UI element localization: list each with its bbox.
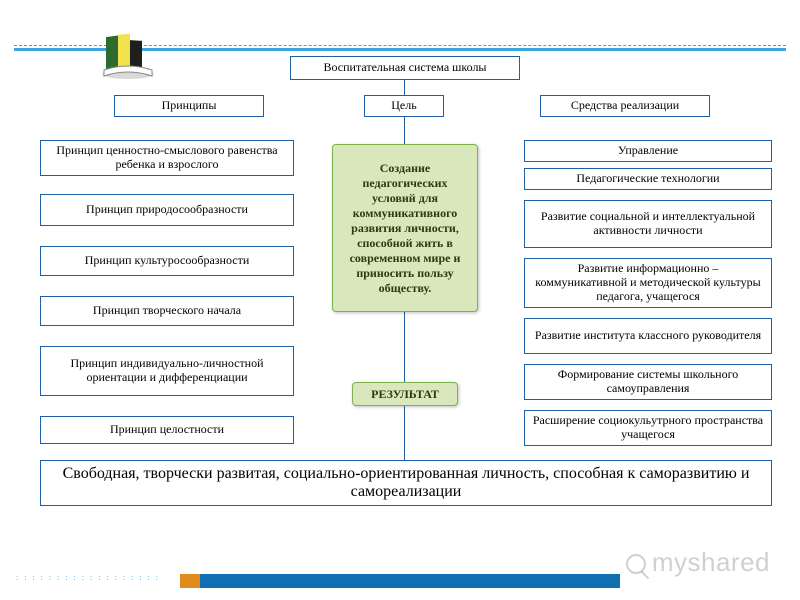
line-title-to-goal bbox=[404, 80, 405, 95]
right-item-5: Формирование системы школьного самоуправ… bbox=[524, 364, 772, 400]
header-center: Цель bbox=[364, 95, 444, 117]
watermark-text: myshared bbox=[652, 547, 770, 577]
left-item-1: Принцип природосообразности bbox=[40, 194, 294, 226]
left-item-3: Принцип творческого начала bbox=[40, 296, 294, 326]
goal-box: Создание педагогических условий для комм… bbox=[332, 144, 478, 312]
line-goal-bottom bbox=[404, 312, 405, 382]
bottom-result: Свободная, творчески развитая, социально… bbox=[40, 460, 772, 506]
header-left: Принципы bbox=[114, 95, 264, 117]
left-item-5: Принцип целостности bbox=[40, 416, 294, 444]
right-item-4: Развитие института классного руководител… bbox=[524, 318, 772, 354]
watermark: myshared bbox=[626, 547, 770, 578]
right-item-2: Развитие социальной и интеллектуальной а… bbox=[524, 200, 772, 248]
right-item-0: Управление bbox=[524, 140, 772, 162]
right-item-3: Развитие информационно – коммуникативной… bbox=[524, 258, 772, 308]
title-box: Воспитательная система школы bbox=[290, 56, 520, 80]
right-item-6: Расширение социокульутрного пространства… bbox=[524, 410, 772, 446]
slide: Воспитательная система школы Принципы Це… bbox=[0, 0, 800, 600]
footer-bar bbox=[200, 574, 620, 588]
footer-dots: : : : : : : : : : : : : : : : : : : bbox=[16, 573, 160, 582]
line-goal-top bbox=[404, 117, 405, 144]
books-icon bbox=[100, 30, 160, 80]
result-label: РЕЗУЛЬТАТ bbox=[352, 382, 458, 406]
left-item-2: Принцип культуросообразности bbox=[40, 246, 294, 276]
header-right: Средства реализации bbox=[540, 95, 710, 117]
search-icon bbox=[626, 554, 646, 574]
right-item-1: Педагогические технологии bbox=[524, 168, 772, 190]
left-item-0: Принцип ценностно-смыслового равенства р… bbox=[40, 140, 294, 176]
left-item-4: Принцип индивидуально-личностной ориента… bbox=[40, 346, 294, 396]
